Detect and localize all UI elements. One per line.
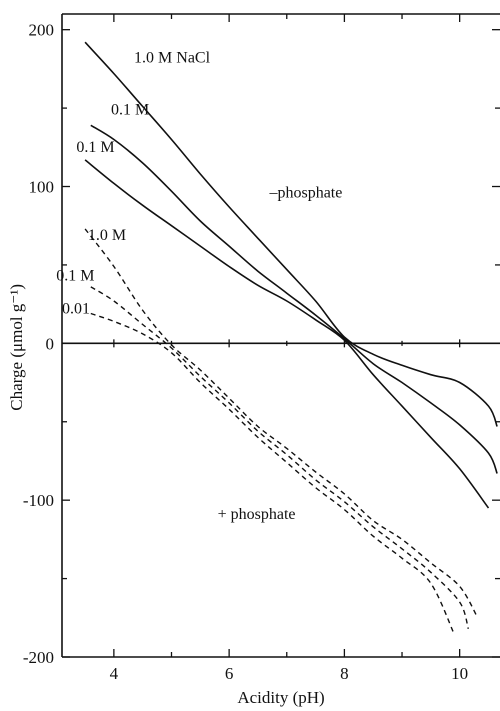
y-tick-label: -200 [23,648,54,667]
y-tick-label: -100 [23,491,54,510]
annotations: 1.0 M NaCl 0.1 M 0.1 M –phosphate 1.0 M 0.1 M… [56,50,342,523]
y-axis-title: Charge (μmol g⁻¹) [7,284,26,411]
annotation-label: 1.0 M [88,227,126,244]
x-tick-label: 8 [340,664,349,683]
series-line-5 [90,286,469,630]
annotation-label: 0.1 M [111,101,149,118]
labels: Acidity (pH) Charge (μmol g⁻¹) [7,284,325,707]
y-tick-label: 200 [29,21,55,40]
series-line-1 [84,41,498,427]
curves [84,41,498,634]
y-tick-label: 0 [46,334,55,353]
series-line-6 [90,312,455,634]
x-tick-label: 4 [110,664,119,683]
annotation-label: –phosphate [268,184,342,201]
y-tick-label: 100 [29,178,55,197]
annotation-label: + phosphate [218,506,296,523]
x-tick-label: 10 [451,664,468,683]
annotation-label: 0.1 M [76,139,114,156]
x-axis-title: Acidity (pH) [237,688,324,707]
ticks: 4 6 8 10 200 100 0 -100 -200 [23,14,500,683]
axes [61,13,500,658]
x-tick-label: 6 [225,664,234,683]
annotation-label: 0.1 M [56,268,94,285]
series-line-2 [90,124,498,474]
annotation-label: 0.01 [62,301,90,318]
series-line-3 [84,159,490,509]
annotation-label: 1.0 M NaCl [134,50,211,67]
series-line-4 [84,228,478,617]
